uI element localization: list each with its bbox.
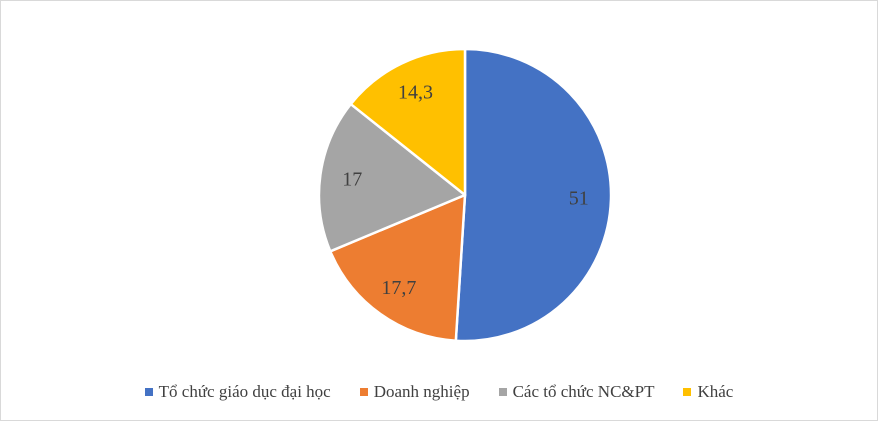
legend-label: Doanh nghiệp <box>373 382 470 401</box>
data-label: 17 <box>342 168 362 190</box>
legend-swatch-icon <box>683 388 692 396</box>
legend-item: Khác <box>683 382 733 402</box>
legend-item: Tổ chức giáo dục đại học <box>144 382 331 402</box>
pie-slice <box>454 47 613 343</box>
pie-slice <box>349 47 467 197</box>
legend-swatch-icon <box>359 388 368 396</box>
legend-item: Các tổ chức NC&PT <box>498 382 655 402</box>
pie-slice <box>317 102 467 253</box>
pie-slice <box>329 193 467 342</box>
legend-swatch-icon <box>144 388 153 396</box>
legend-label: Tổ chức giáo dục đại học <box>158 382 331 401</box>
data-label: 14,3 <box>398 81 433 103</box>
legend-label: Khác <box>697 382 734 401</box>
legend-label: Các tổ chức NC&PT <box>512 382 655 401</box>
data-label: 17,7 <box>381 277 416 299</box>
legend-item: Doanh nghiệp <box>359 382 470 402</box>
data-label: 51 <box>569 188 589 210</box>
legend-swatch-icon <box>498 388 507 396</box>
chart-legend: Tổ chức giáo dục đại học Doanh nghiệp Cá… <box>1 379 877 405</box>
